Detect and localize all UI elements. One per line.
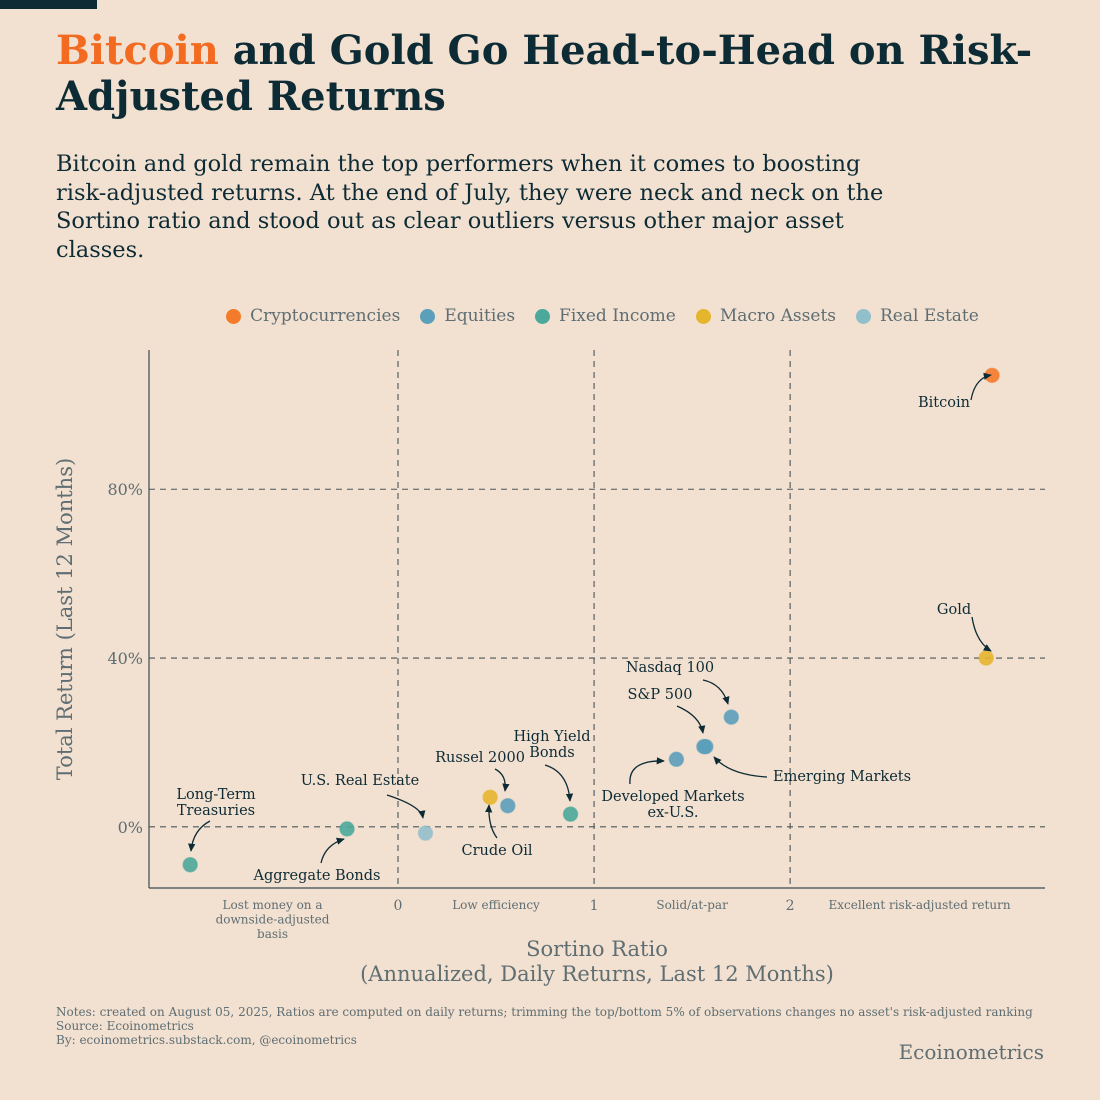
legend-swatch-cryptocurrencies (226, 308, 242, 324)
point-label-long-term-treasuries: Long-Term (176, 787, 255, 803)
legend-item-fixed-income: Fixed Income (535, 306, 676, 326)
point-u-s-real-estate (417, 825, 434, 841)
point-label-russel-2000: Russel 2000 (435, 750, 525, 766)
point-emerging-markets (696, 738, 712, 755)
y-axis-title: Total Return (Last 12 Months) (53, 458, 77, 780)
footnotes: Notes: created on August 05, 2025, Ratio… (56, 1005, 1056, 1047)
point-russel-2000 (500, 797, 516, 814)
legend-item-macro-assets: Macro Assets (695, 306, 836, 326)
point-label-aggregate-bonds: Aggregate Bonds (253, 868, 381, 884)
zone-label-lost-money-on-a-downside-adjusted-basis-line1: downside-adjusted (216, 913, 330, 927)
point-label-bitcoin: Bitcoin (918, 395, 970, 411)
zone-label-lost-money-on-a-downside-adjusted-basis-line2: basis (257, 927, 288, 941)
title-highlight: Bitcoin (56, 27, 219, 74)
point-long-term-treasuries (182, 857, 198, 873)
y-tick-label-0: 0% (118, 818, 143, 837)
source-text: Source: Ecoinometrics (56, 1019, 194, 1033)
point-crude-oil (482, 789, 498, 806)
point-developed-markets-ex-u-s (668, 751, 685, 768)
x-axis-subtitle: (Annualized, Daily Returns, Last 12 Mont… (360, 962, 834, 986)
x-axis-title: Sortino Ratio (526, 937, 668, 961)
zone-label-lost-money-on-a-downside-adjusted-basis: Lost money on a (223, 898, 323, 912)
x-tick-label-1: 1 (590, 898, 599, 914)
legend-swatch-fixed-income (535, 308, 551, 324)
annotation-arrow-emerging-markets (713, 756, 768, 778)
legend-swatch-macro-assets (695, 308, 711, 324)
legend-swatch-equities (420, 308, 436, 324)
zone-label-solid-at-par: Solid/at-par (656, 898, 728, 912)
legend-label-equities: Equities (444, 306, 516, 326)
point-label-high-yield-bonds-line1: Bonds (529, 745, 574, 761)
y-tick-label-40: 40% (107, 649, 143, 668)
point-label-developed-markets-ex-u-s-line1: ex-U.S. (648, 805, 699, 821)
point-label-u-s-real-estate: U.S. Real Estate (301, 773, 419, 789)
legend-label-fixed-income: Fixed Income (559, 306, 676, 326)
zone-label-low-efficiency: Low efficiency (452, 898, 540, 912)
point-label-long-term-treasuries-line1: Treasuries (177, 803, 255, 819)
scatter-chart: 0 1 2 0% 40% 80% Lost money on adownside-adjus… (53, 350, 1045, 986)
legend: Cryptocurrencies Equities Fixed Income M… (0, 306, 1100, 326)
byline-text: By: ecoinometrics.substack.com, @ecoinom… (56, 1033, 357, 1047)
annotation-arrow-developed-markets-ex-u-s (629, 757, 665, 785)
annotation-arrow-russel-2000 (494, 768, 510, 792)
annotation-arrow-gold (971, 616, 992, 652)
legend-label-macro-assets: Macro Assets (719, 306, 836, 326)
legend-label-cryptocurrencies: Cryptocurrencies (250, 306, 401, 326)
annotation-arrow-u-s-real-estate (386, 794, 426, 819)
brand-wordmark: Ecoinometrics (898, 1040, 1044, 1064)
annotation-arrow-crude-oil (485, 804, 498, 839)
point-label-high-yield-bonds: High Yield (514, 729, 591, 745)
chart-title: Bitcoin and Gold Go Head-to-Head on Risk… (56, 28, 1056, 120)
legend-label-real-estate: Real Estate (880, 306, 979, 326)
point-bitcoin (984, 367, 1000, 384)
point-label-s-p-500: S&P 500 (628, 687, 693, 703)
legend-item-real-estate: Real Estate (856, 306, 979, 326)
annotation-arrow-aggregate-bonds (320, 837, 345, 864)
annotation-arrow-s-p-500 (676, 705, 706, 734)
y-tick-label-80: 80% (107, 480, 143, 499)
corner-accent-bar (0, 0, 97, 9)
point-label-gold: Gold (937, 602, 971, 618)
notes-text: Notes: created on August 05, 2025, Ratio… (56, 1005, 1033, 1019)
point-label-emerging-markets: Emerging Markets (773, 769, 911, 785)
annotation-arrow-nasdaq-100 (702, 679, 730, 705)
legend-item-equities: Equities (420, 306, 515, 326)
point-nasdaq-100 (723, 709, 740, 725)
x-tick-label-2: 2 (786, 898, 795, 914)
point-label-crude-oil: Crude Oil (462, 843, 533, 859)
legend-swatch-real-estate (856, 308, 871, 324)
point-label-nasdaq-100: Nasdaq 100 (626, 660, 714, 676)
point-aggregate-bonds (339, 821, 355, 837)
point-high-yield-bonds (562, 806, 579, 822)
annotation-arrow-high-yield-bonds (544, 764, 574, 802)
legend-item-cryptocurrencies: Cryptocurrencies (226, 306, 400, 326)
zone-label-excellent-risk-adjusted-return: Excellent risk-adjusted return (828, 898, 1010, 912)
chart-subtitle: Bitcoin and gold remain the top performe… (56, 151, 884, 263)
annotation-arrow-bitcoin (970, 372, 992, 401)
annotation-arrow-long-term-treasuries (188, 820, 211, 852)
point-gold (978, 650, 994, 666)
point-label-developed-markets-ex-u-s: Developed Markets (601, 789, 744, 805)
title-rest: and Gold Go Head-to-Head on Risk-Adjuste… (56, 27, 1033, 120)
x-tick-label-0: 0 (394, 898, 403, 914)
